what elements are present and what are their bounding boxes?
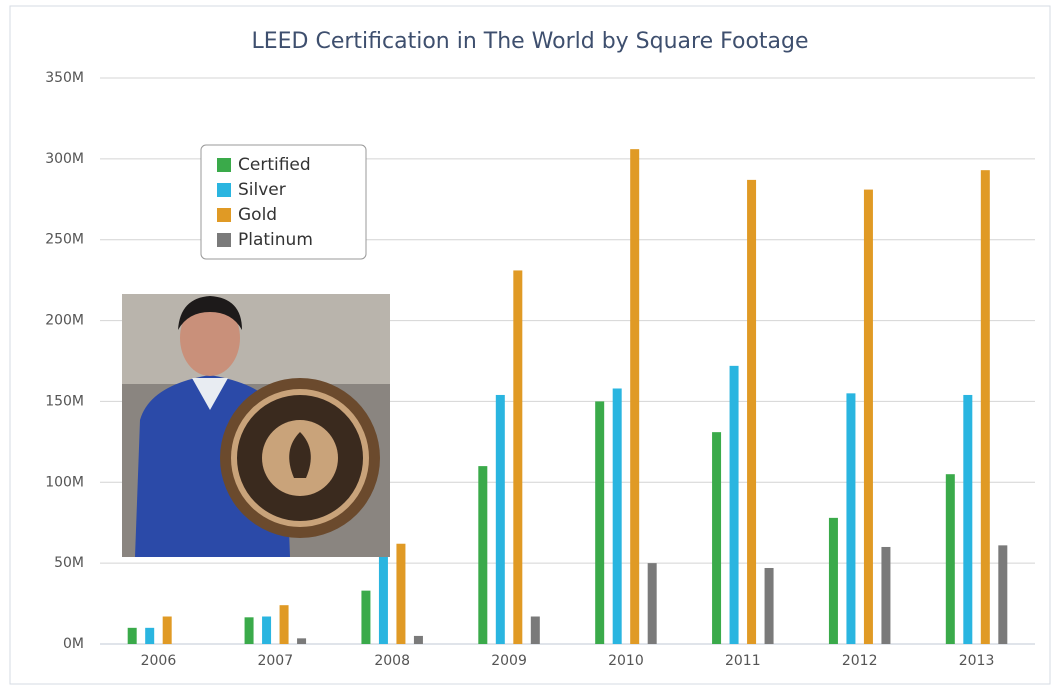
bar [863, 189, 873, 644]
y-tick-label: 200M [45, 313, 84, 329]
bar [729, 365, 739, 644]
x-tick-label: 2007 [257, 653, 293, 669]
legend-swatch [217, 208, 231, 222]
bar [828, 517, 838, 644]
bar [279, 605, 289, 644]
bar [630, 149, 640, 644]
bar [945, 474, 955, 644]
bar [881, 546, 891, 644]
bar [127, 627, 137, 644]
bar [764, 567, 774, 644]
y-tick-label: 0M [63, 636, 84, 652]
legend: Certified Silver Gold Platinum [200, 144, 367, 260]
bar [513, 270, 523, 644]
y-tick-label: 350M [45, 70, 84, 86]
y-tick-label: 100M [45, 474, 84, 490]
bar [530, 616, 540, 644]
bar [963, 394, 973, 644]
legend-swatch [217, 183, 231, 197]
bar [980, 170, 990, 645]
bar [647, 563, 657, 644]
y-tick-label: 300M [45, 151, 84, 167]
bar [478, 466, 488, 644]
chart-title: LEED Certification in The World by Squar… [251, 29, 808, 54]
x-tick-label: 2012 [842, 653, 878, 669]
photo-wall [122, 294, 390, 384]
x-tick-label: 2011 [725, 653, 761, 669]
y-tick-label: 50M [54, 555, 84, 571]
bar [378, 550, 388, 644]
x-tick-label: 2006 [141, 653, 177, 669]
photo-collar [192, 378, 228, 410]
legend-swatch [217, 233, 231, 247]
y-tick-label: 150M [45, 393, 84, 409]
bar [747, 179, 757, 644]
bar [396, 543, 406, 644]
bar [244, 617, 254, 644]
bar [297, 638, 307, 644]
bar [846, 393, 856, 644]
bar [145, 627, 155, 644]
x-tick-label: 2010 [608, 653, 644, 669]
bar [595, 401, 605, 644]
bar [262, 616, 272, 644]
photo-plaque-leaf [289, 432, 311, 478]
legend-label: Certified [238, 155, 311, 175]
plot-area: 0M 50M 100M 150M 200M 250M 300M 350M 2006 2007 200… [45, 70, 1035, 669]
legend-label: Platinum [238, 230, 313, 250]
bar [998, 545, 1008, 644]
bar [712, 432, 722, 644]
legend-box [200, 144, 367, 260]
legend-label: Silver [238, 180, 286, 200]
x-tick-label: 2008 [374, 653, 410, 669]
bar [495, 394, 505, 644]
photo [122, 294, 390, 557]
bar [612, 388, 622, 644]
x-tick-label: 2013 [959, 653, 995, 669]
photo-face [180, 300, 240, 376]
bar [361, 590, 371, 644]
photo-hair [178, 296, 242, 330]
bar [413, 635, 423, 644]
legend-label: Gold [238, 205, 277, 225]
bar [162, 616, 172, 644]
x-tick-label: 2009 [491, 653, 527, 669]
legend-swatch [217, 158, 231, 172]
y-tick-label: 250M [45, 232, 84, 248]
